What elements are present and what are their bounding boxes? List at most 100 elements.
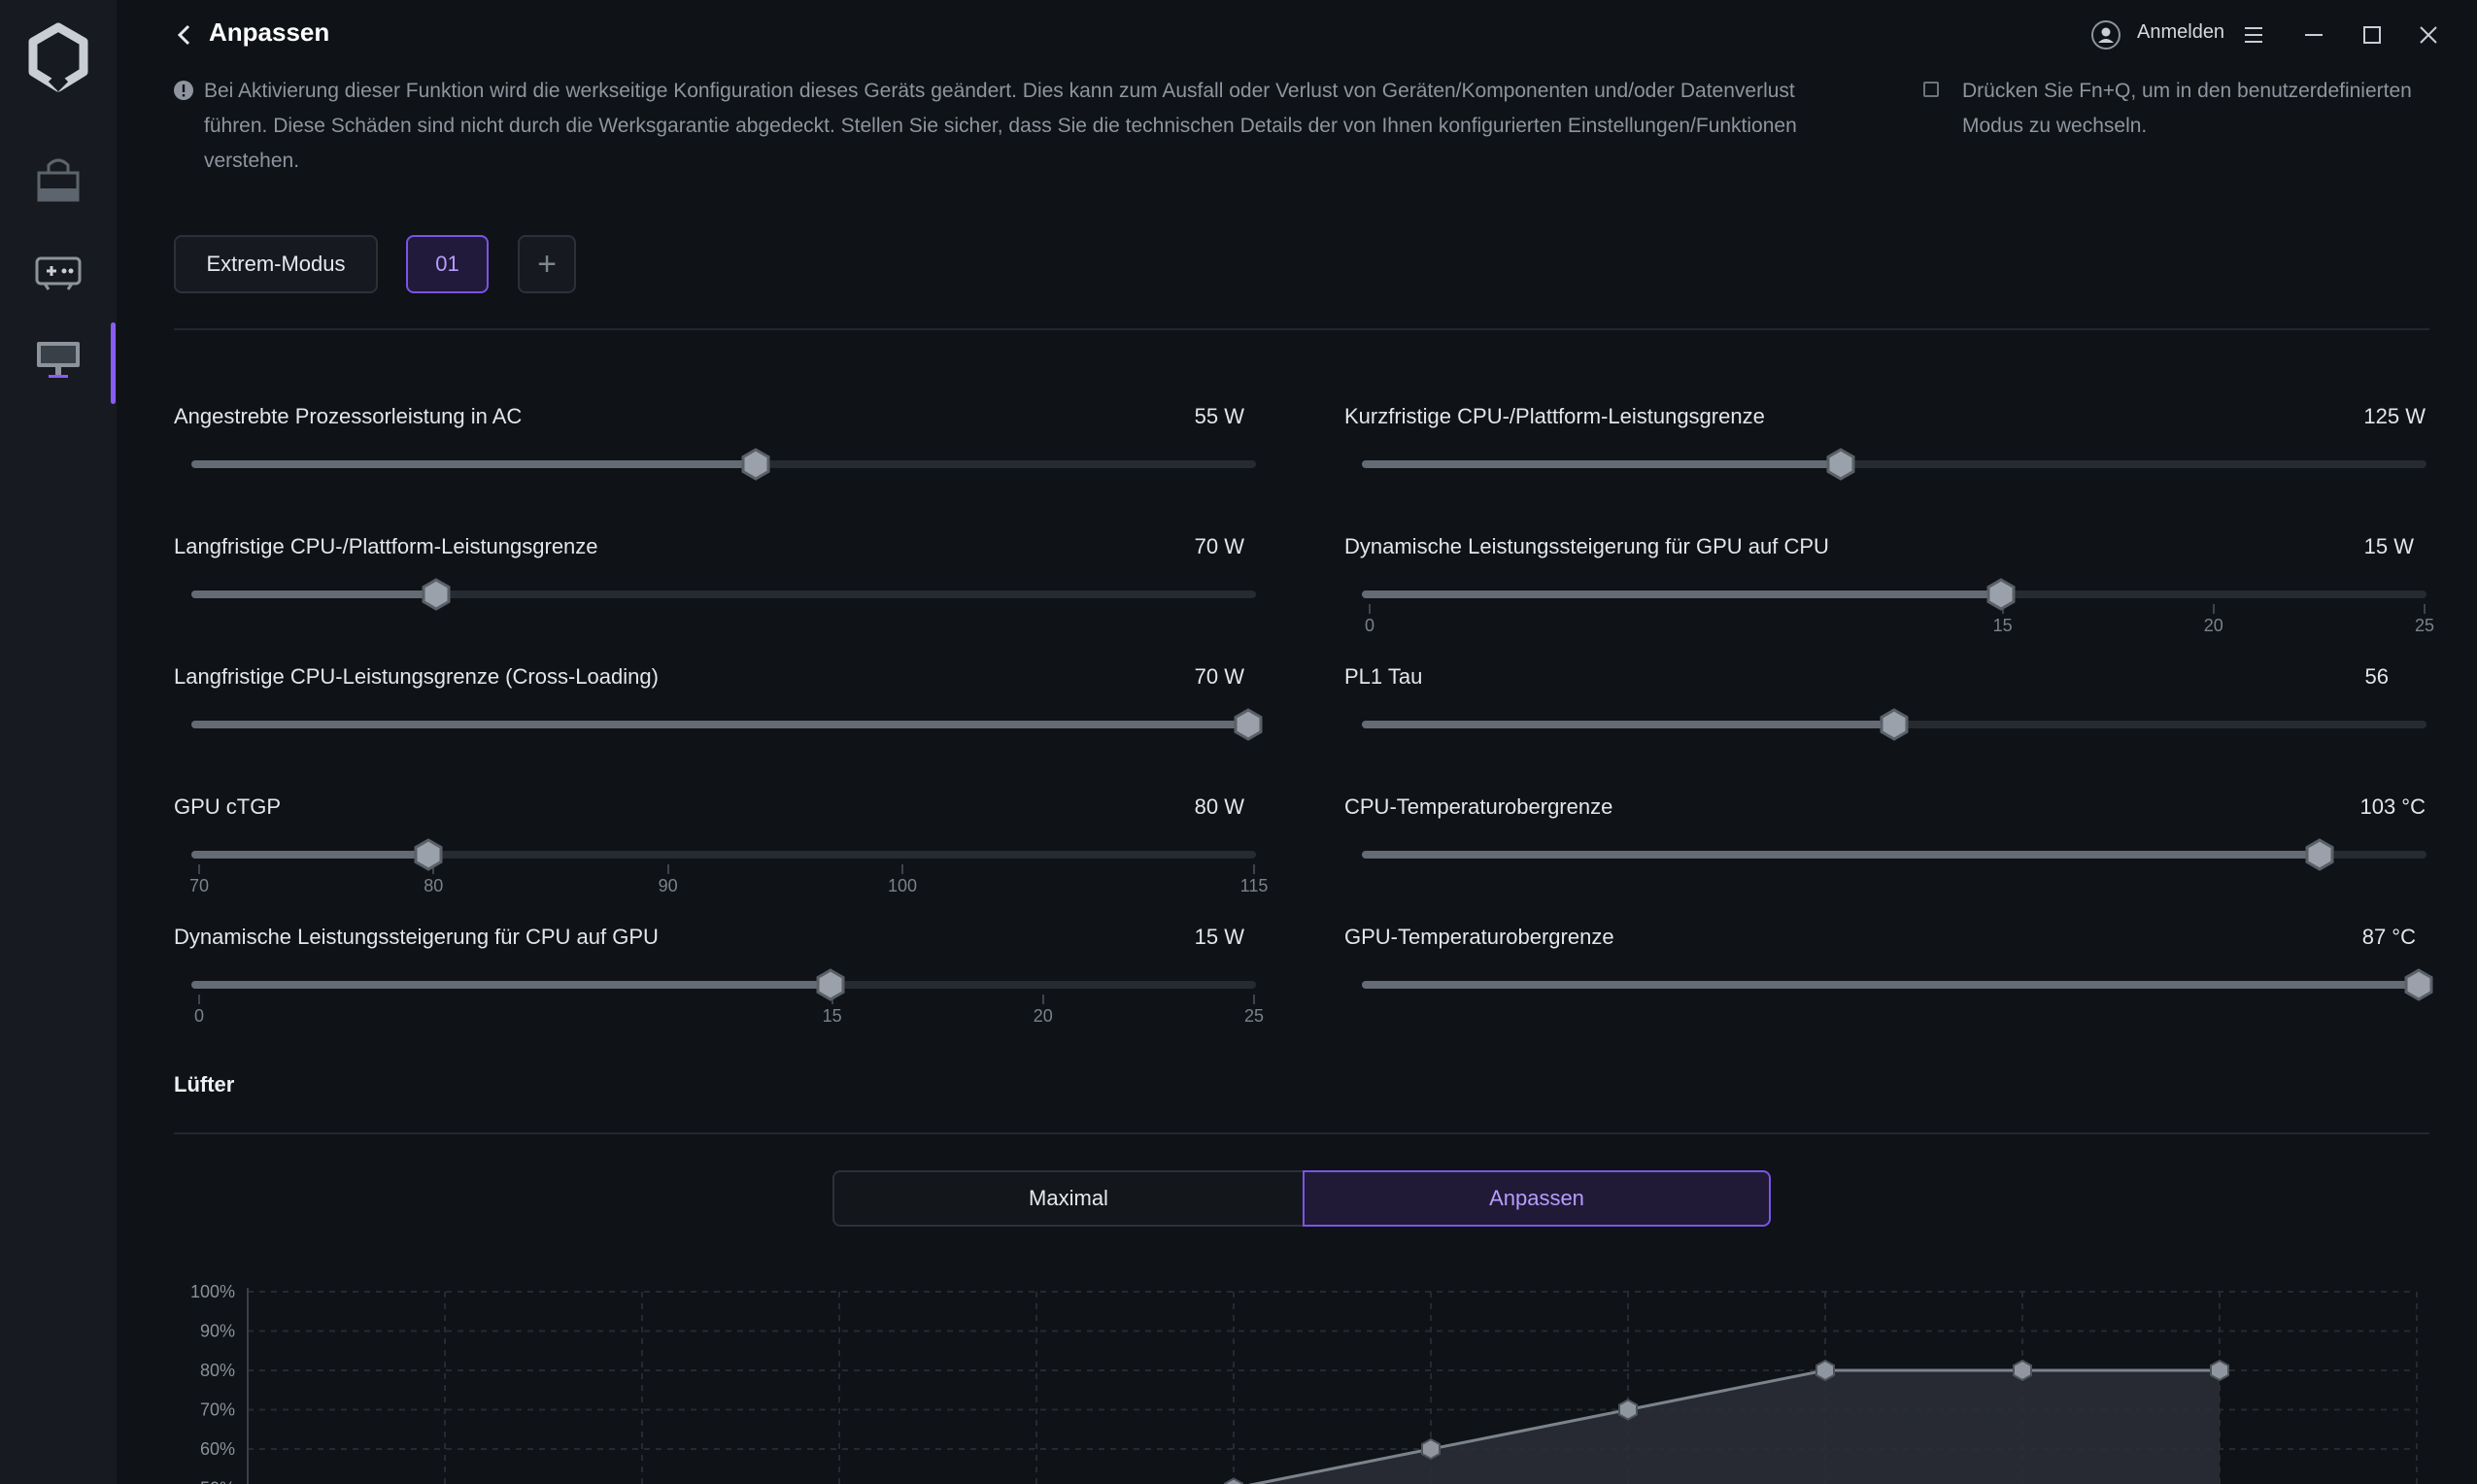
slider-label-s4: Dynamische Leistungssteigerung für GPU a… xyxy=(1344,534,1829,558)
slider-fill-s6 xyxy=(1362,721,1894,728)
slider-value-s1: 55 W xyxy=(1194,404,1244,428)
slider-tick-label-s4: 20 xyxy=(2203,616,2223,635)
app-logo-icon xyxy=(28,22,88,92)
slider-track-s6[interactable] xyxy=(1362,708,2426,741)
slider-tick-label-s7: 90 xyxy=(658,876,678,895)
slider-tick-label-s9: 20 xyxy=(1033,1006,1053,1026)
slider-track-s4[interactable]: 0 15 20 25 xyxy=(1362,578,2434,635)
add-mode-button[interactable]: + xyxy=(518,235,576,293)
maximize-icon[interactable] xyxy=(2357,19,2388,51)
slider-thumb-s2[interactable] xyxy=(1823,447,1858,482)
login-link[interactable]: Anmelden xyxy=(2137,21,2225,43)
fan-divider xyxy=(174,1132,2429,1134)
slider-tick-s4 xyxy=(2212,604,2215,614)
gamepad-icon[interactable] xyxy=(29,247,87,297)
slider-value-s5: 70 W xyxy=(1194,664,1244,689)
slider-thumb-s1[interactable] xyxy=(738,447,773,482)
slider-thumb-s9[interactable] xyxy=(813,967,848,1002)
slider-tick-s9 xyxy=(1253,995,1255,1004)
slider-track-s9[interactable]: 0 15 20 25 xyxy=(191,968,1264,1026)
slider-thumb-s8[interactable] xyxy=(2302,837,2337,872)
slider-thumb-s5[interactable] xyxy=(1231,707,1266,742)
y-tick-label: 90% xyxy=(200,1322,235,1341)
custom-mode-01-button[interactable]: 01 xyxy=(406,235,489,293)
slider-value-s7: 80 W xyxy=(1194,794,1244,819)
slider-tick-s9 xyxy=(1041,995,1044,1004)
slider-tick-s7 xyxy=(666,864,669,874)
slider-tick-label-s4: 0 xyxy=(1364,616,1375,635)
slider-track-s3[interactable] xyxy=(191,578,1256,611)
slider-thumb-s3[interactable] xyxy=(419,577,454,612)
slider-label-s7: GPU cTGP xyxy=(174,794,282,819)
y-tick-label: 100% xyxy=(190,1282,235,1301)
fan-curve-point-2[interactable] xyxy=(1618,1399,1638,1421)
slider-fill-s5 xyxy=(191,721,1256,728)
fan-section-title: Lüfter xyxy=(174,1072,235,1096)
slider-track-s8[interactable] xyxy=(1362,838,2426,871)
slider-label-s2: Kurzfristige CPU-/Plattform-Leistungsgre… xyxy=(1344,404,1765,428)
slider-value-s3: 70 W xyxy=(1194,534,1244,558)
slider-fill-s8 xyxy=(1362,851,2321,859)
fan-curve-chart: 100% 90% 80% 70% 60% 50% xyxy=(190,1282,2418,1484)
slider-label-s3: Langfristige CPU-/Plattform-Leistungsgre… xyxy=(174,534,598,558)
slider-tick-label-s7: 100 xyxy=(888,876,918,895)
slider-thumb-s4[interactable] xyxy=(1984,577,2019,612)
slider-fill-s10 xyxy=(1362,981,2426,989)
menu-icon[interactable] xyxy=(2238,19,2269,51)
minimize-icon[interactable] xyxy=(2298,19,2329,51)
slider-tick-label-s7: 80 xyxy=(424,876,444,895)
fan-curve-point-3[interactable] xyxy=(1815,1359,1835,1382)
fan-curve-area xyxy=(1234,1370,2220,1484)
slider-tick-label-s7: 70 xyxy=(188,876,210,895)
user-icon[interactable] xyxy=(2090,19,2121,51)
fan-curve-line xyxy=(1247,1368,2220,1484)
slider-label-s5: Langfristige CPU-Leistungsgrenze (Cross-… xyxy=(174,664,659,689)
fan-mode-maximal-tab[interactable]: Maximal xyxy=(832,1170,1303,1227)
slider-fill-s1 xyxy=(191,460,756,468)
slider-tick-s7 xyxy=(432,864,435,874)
slider-tick-s7 xyxy=(198,864,200,874)
monitor-icon[interactable] xyxy=(29,336,87,387)
slider-label-s10: GPU-Temperaturobergrenze xyxy=(1344,925,1614,949)
fan-curve-point-4[interactable] xyxy=(2013,1359,2032,1382)
slider-fill-s9 xyxy=(191,981,831,989)
slider-tick-s7 xyxy=(1253,864,1255,874)
slider-track-s7[interactable]: 70 80 90 100 115 xyxy=(189,838,1268,895)
fan-mode-custom-tab[interactable]: Anpassen xyxy=(1303,1170,1771,1227)
slider-track-s10[interactable] xyxy=(1362,968,2433,1001)
slider-thumb-s6[interactable] xyxy=(1877,707,1912,742)
slider-label-s6: PL1 Tau xyxy=(1344,664,1423,689)
shop-bag-icon[interactable] xyxy=(29,153,87,204)
slider-thumb-s7[interactable] xyxy=(411,837,446,872)
fnq-checkbox-label[interactable]: Drücken Sie Fn+Q, um in den benutzerdefi… xyxy=(1962,80,2412,137)
slider-tick-label-s9: 0 xyxy=(193,1006,205,1026)
slider-value-s10: 87 °C xyxy=(2361,925,2416,949)
slider-value-s2: 125 W xyxy=(2363,404,2426,428)
fan-curve-point-0[interactable] xyxy=(1224,1477,1243,1484)
slider-tick-s9 xyxy=(198,995,200,1004)
slider-tick-label-s9: 15 xyxy=(822,1006,842,1026)
slider-label-s9: Dynamische Leistungssteigerung für CPU a… xyxy=(174,925,659,949)
slider-fill-s7 xyxy=(191,851,428,859)
slider-thumb-s10[interactable] xyxy=(2401,967,2436,1002)
slider-value-s4: 15 W xyxy=(2363,534,2414,558)
y-tick-label: 80% xyxy=(200,1361,235,1380)
close-icon[interactable] xyxy=(2413,19,2444,51)
page-title: Anpassen xyxy=(209,17,330,47)
slider-fill-s4 xyxy=(1362,590,2001,598)
slider-track-s1[interactable] xyxy=(191,448,1256,481)
slider-track-s5[interactable] xyxy=(191,708,1263,741)
fan-curve-point-5[interactable] xyxy=(2210,1359,2229,1382)
slider-fill-s3 xyxy=(191,590,437,598)
back-arrow-icon[interactable] xyxy=(171,19,198,51)
fan-curve-point-1[interactable] xyxy=(1421,1437,1441,1461)
y-tick-label: 50% xyxy=(200,1479,235,1484)
slider-label-s8: CPU-Temperaturobergrenze xyxy=(1344,794,1613,819)
y-tick-label: 60% xyxy=(200,1439,235,1459)
warning-text: Bei Aktivierung dieser Funktion wird die… xyxy=(204,80,1797,172)
fnq-checkbox[interactable] xyxy=(1923,82,1939,97)
slider-label-s1: Angestrebte Prozessorleistung in AC xyxy=(174,404,523,428)
slider-track-s2[interactable] xyxy=(1362,448,2426,481)
extreme-mode-button[interactable]: Extrem-Modus xyxy=(174,235,378,293)
slider-tick-label-s7: 115 xyxy=(1239,876,1269,895)
